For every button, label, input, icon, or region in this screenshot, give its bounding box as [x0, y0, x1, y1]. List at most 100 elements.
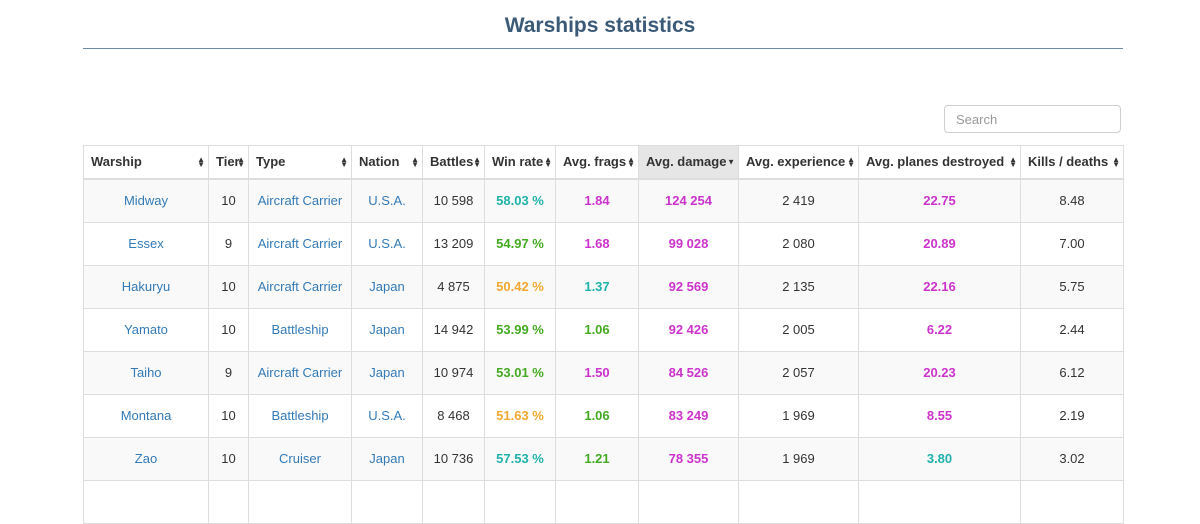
tier-cell: 9 [208, 221, 249, 266]
warship-cell[interactable]: Midway [83, 178, 209, 223]
tier-cell: 10 [208, 178, 249, 223]
column-header-label: Win rate [492, 154, 544, 170]
table-row: Midway 10 Aircraft Carrier U.S.A. 10 598 58.0… [83, 178, 1124, 223]
column-header-type[interactable]: Type ▲ ▼ [248, 145, 352, 180]
sort-arrows-icon[interactable]: ▲ ▼ [237, 154, 245, 169]
nation-cell[interactable]: U.S.A. [351, 221, 423, 266]
sort-arrows-icon[interactable]: ▲ ▼ [1009, 154, 1017, 169]
nation-cell[interactable]: Japan [351, 436, 423, 481]
avg-damage-cell: 92 569 [638, 264, 739, 309]
avg-experience-cell: 2 057 [738, 350, 859, 395]
win-rate-cell: 54.97 % [484, 221, 556, 266]
warship-cell[interactable]: Hakuryu [83, 264, 209, 309]
win-rate-cell: 50.42 % [484, 264, 556, 309]
avg-planes-cell: 20.89 [858, 221, 1021, 266]
avg-planes-cell: 3.80 [858, 436, 1021, 481]
warship-cell[interactable] [83, 479, 209, 524]
sort-arrows-icon[interactable]: ▲ ▼ [544, 154, 552, 169]
search-input[interactable] [944, 105, 1121, 133]
avg-experience-cell: 2 419 [738, 178, 859, 223]
table-row: Hakuryu 10 Aircraft Carrier Japan 4 875 50.42… [83, 264, 1124, 309]
column-header-label: Avg. frags [563, 154, 627, 170]
sort-arrows-icon[interactable]: ▼ [727, 157, 735, 167]
tier-cell: 10 [208, 307, 249, 352]
table-row [83, 479, 1124, 524]
nation-cell[interactable]: Japan [351, 350, 423, 395]
column-header-label: Warship [91, 154, 142, 170]
battles-cell: 4 875 [422, 264, 485, 309]
column-header-warship[interactable]: Warship ▲ ▼ [83, 145, 209, 180]
sort-arrows-icon[interactable]: ▲ ▼ [411, 154, 419, 169]
win-rate-cell: 58.03 % [484, 178, 556, 223]
column-header-win-rate[interactable]: Win rate ▲ ▼ [484, 145, 556, 180]
avg-experience-cell: 2 080 [738, 221, 859, 266]
avg-damage-cell: 84 526 [638, 350, 739, 395]
win-rate-cell: 53.99 % [484, 307, 556, 352]
avg-frags-cell: 1.06 [555, 307, 639, 352]
type-cell[interactable]: Aircraft Carrier [248, 221, 352, 266]
column-header-label: Battles [430, 154, 474, 170]
column-header-battles[interactable]: Battles ▲ ▼ [422, 145, 485, 180]
table-row: Yamato 10 Battleship Japan 14 942 53.99 % 1.06… [83, 307, 1124, 352]
column-header-label: Avg. damage [646, 154, 727, 170]
tier-cell: 10 [208, 436, 249, 481]
column-header-avg-frags[interactable]: Avg. frags ▲ ▼ [555, 145, 639, 180]
column-header-kills-deaths[interactable]: Kills / deaths ▲ ▼ [1020, 145, 1124, 180]
win-rate-cell: 51.63 % [484, 393, 556, 438]
type-cell[interactable]: Battleship [248, 307, 352, 352]
sort-arrows-icon[interactable]: ▲ ▼ [197, 154, 205, 169]
type-cell[interactable]: Cruiser [248, 436, 352, 481]
type-cell[interactable]: Aircraft Carrier [248, 178, 352, 223]
nation-cell[interactable]: U.S.A. [351, 178, 423, 223]
sort-arrows-icon[interactable]: ▲ ▼ [340, 154, 348, 169]
avg-frags-cell: 1.21 [555, 436, 639, 481]
warship-cell[interactable]: Montana [83, 393, 209, 438]
column-header-label: Avg. experience [746, 154, 846, 170]
table-header-row: Warship ▲ ▼ Tier ▲ ▼ Type ▲ ▼ Nation ▲ ▼ Battles ▲ ▼ Wi… [83, 145, 1124, 180]
type-cell[interactable] [248, 479, 352, 524]
avg-damage-cell: 83 249 [638, 393, 739, 438]
warship-cell[interactable]: Essex [83, 221, 209, 266]
nation-cell[interactable]: U.S.A. [351, 393, 423, 438]
nation-cell[interactable]: Japan [351, 264, 423, 309]
avg-damage-cell: 99 028 [638, 221, 739, 266]
title-divider [83, 48, 1123, 49]
sort-arrows-icon[interactable]: ▲ ▼ [847, 154, 855, 169]
type-cell[interactable]: Aircraft Carrier [248, 350, 352, 395]
column-header-nation[interactable]: Nation ▲ ▼ [351, 145, 423, 180]
kills-deaths-cell: 2.19 [1020, 393, 1124, 438]
avg-planes-cell: 8.55 [858, 393, 1021, 438]
table-row: Essex 9 Aircraft Carrier U.S.A. 13 209 54.97 … [83, 221, 1124, 266]
sort-arrows-icon[interactable]: ▲ ▼ [1112, 154, 1120, 169]
type-cell[interactable]: Battleship [248, 393, 352, 438]
warship-cell[interactable]: Yamato [83, 307, 209, 352]
column-header-tier[interactable]: Tier ▲ ▼ [208, 145, 249, 180]
column-header-avg-damage[interactable]: Avg. damage ▼ [638, 145, 739, 180]
battles-cell: 13 209 [422, 221, 485, 266]
avg-planes-cell [858, 479, 1021, 524]
column-header-avg-planes-destroyed[interactable]: Avg. planes destroyed ▲ ▼ [858, 145, 1021, 180]
nation-cell[interactable]: Japan [351, 307, 423, 352]
warship-cell[interactable]: Zao [83, 436, 209, 481]
battles-cell: 10 598 [422, 178, 485, 223]
kills-deaths-cell: 5.75 [1020, 264, 1124, 309]
sort-arrows-icon[interactable]: ▲ ▼ [627, 154, 635, 169]
column-header-label: Kills / deaths [1028, 154, 1109, 170]
avg-damage-cell [638, 479, 739, 524]
column-header-label: Type [256, 154, 286, 170]
column-header-avg-experience[interactable]: Avg. experience ▲ ▼ [738, 145, 859, 180]
avg-frags-cell: 1.06 [555, 393, 639, 438]
kills-deaths-cell: 2.44 [1020, 307, 1124, 352]
column-header-label: Nation [359, 154, 400, 170]
table-row: Zao 10 Cruiser Japan 10 736 57.53 % 1.21 78 355… [83, 436, 1124, 481]
avg-frags-cell: 1.50 [555, 350, 639, 395]
avg-damage-cell: 78 355 [638, 436, 739, 481]
avg-planes-cell: 22.16 [858, 264, 1021, 309]
avg-experience-cell: 1 969 [738, 436, 859, 481]
avg-frags-cell: 1.84 [555, 178, 639, 223]
type-cell[interactable]: Aircraft Carrier [248, 264, 352, 309]
nation-cell[interactable] [351, 479, 423, 524]
warship-cell[interactable]: Taiho [83, 350, 209, 395]
table-body: Midway 10 Aircraft Carrier U.S.A. 10 598 58.0… [83, 178, 1124, 524]
sort-arrows-icon[interactable]: ▲ ▼ [473, 154, 481, 169]
